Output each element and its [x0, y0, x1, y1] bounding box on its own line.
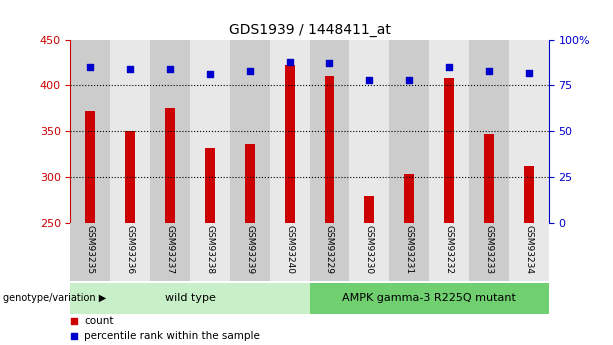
Bar — [125, 131, 135, 223]
Text: GSM93240: GSM93240 — [285, 226, 294, 275]
Bar — [70, 283, 310, 314]
Bar — [310, 40, 349, 223]
Text: GSM93238: GSM93238 — [205, 226, 215, 275]
Bar — [165, 108, 175, 223]
Bar — [469, 223, 509, 281]
Bar — [349, 40, 389, 223]
Bar — [484, 134, 494, 223]
Bar — [324, 76, 335, 223]
Text: AMPK gamma-3 R225Q mutant: AMPK gamma-3 R225Q mutant — [342, 294, 516, 303]
Bar — [469, 40, 509, 223]
Bar — [284, 65, 295, 223]
Bar — [150, 223, 190, 281]
Point — [205, 72, 215, 77]
Bar — [310, 223, 349, 281]
Text: wild type: wild type — [165, 294, 215, 303]
Text: GSM93236: GSM93236 — [126, 226, 135, 275]
Bar — [349, 223, 389, 281]
Bar — [270, 40, 310, 223]
Bar — [429, 40, 469, 223]
Text: count: count — [84, 316, 113, 326]
Bar — [205, 148, 215, 223]
Point — [444, 64, 454, 70]
Point — [125, 66, 135, 72]
Text: GSM93234: GSM93234 — [524, 226, 533, 275]
Bar — [389, 223, 429, 281]
Bar — [509, 223, 549, 281]
Bar — [110, 40, 150, 223]
Point — [325, 61, 335, 66]
Bar — [389, 40, 429, 223]
Bar — [310, 283, 549, 314]
Point — [86, 64, 96, 70]
Bar — [85, 111, 96, 223]
Bar — [444, 78, 454, 223]
Text: genotype/variation ▶: genotype/variation ▶ — [3, 294, 106, 303]
Bar — [404, 174, 414, 223]
Title: GDS1939 / 1448411_at: GDS1939 / 1448411_at — [229, 23, 390, 37]
Point — [69, 333, 78, 339]
Bar — [245, 144, 255, 223]
Bar — [524, 166, 534, 223]
Bar — [429, 223, 469, 281]
Point — [69, 318, 78, 324]
Point — [364, 77, 374, 83]
Text: GSM93233: GSM93233 — [484, 226, 493, 275]
Bar — [110, 223, 150, 281]
Point — [524, 70, 533, 75]
Bar — [270, 223, 310, 281]
Bar — [230, 223, 270, 281]
Text: GSM93229: GSM93229 — [325, 226, 334, 275]
Bar — [190, 40, 230, 223]
Text: GSM93231: GSM93231 — [405, 226, 414, 275]
Text: GSM93230: GSM93230 — [365, 226, 374, 275]
Text: percentile rank within the sample: percentile rank within the sample — [84, 331, 260, 341]
Bar — [70, 40, 110, 223]
Text: GSM93232: GSM93232 — [444, 226, 454, 275]
Point — [484, 68, 494, 73]
Point — [245, 68, 255, 73]
Point — [405, 77, 414, 83]
Bar — [230, 40, 270, 223]
Text: GSM93239: GSM93239 — [245, 226, 254, 275]
Text: GSM93237: GSM93237 — [166, 226, 175, 275]
Text: GSM93235: GSM93235 — [86, 226, 95, 275]
Bar — [190, 223, 230, 281]
Bar — [364, 196, 375, 223]
Point — [284, 59, 294, 65]
Bar — [509, 40, 549, 223]
Bar — [150, 40, 190, 223]
Bar — [70, 223, 110, 281]
Point — [166, 66, 175, 72]
